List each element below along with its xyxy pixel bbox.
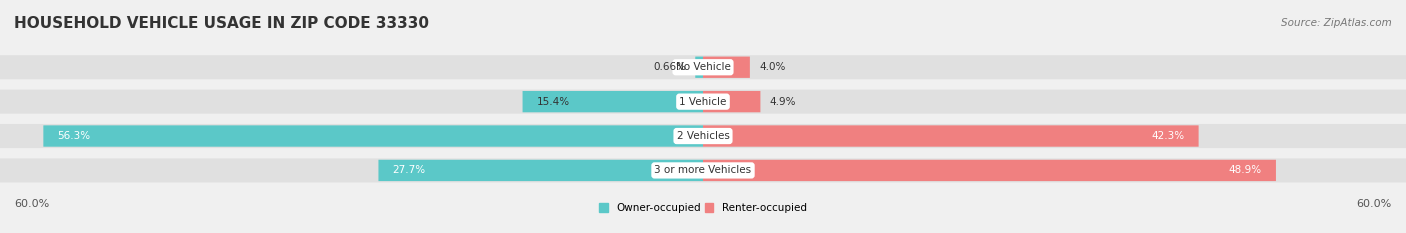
FancyBboxPatch shape (696, 57, 703, 78)
FancyBboxPatch shape (0, 90, 1406, 114)
Text: 27.7%: 27.7% (392, 165, 426, 175)
FancyBboxPatch shape (523, 91, 703, 112)
Text: 1 Vehicle: 1 Vehicle (679, 97, 727, 107)
FancyBboxPatch shape (703, 91, 761, 112)
Text: 15.4%: 15.4% (537, 97, 569, 107)
Text: 42.3%: 42.3% (1152, 131, 1184, 141)
FancyBboxPatch shape (44, 125, 703, 147)
FancyBboxPatch shape (0, 158, 1406, 182)
Text: 60.0%: 60.0% (14, 199, 49, 209)
FancyBboxPatch shape (703, 57, 749, 78)
Text: HOUSEHOLD VEHICLE USAGE IN ZIP CODE 33330: HOUSEHOLD VEHICLE USAGE IN ZIP CODE 3333… (14, 16, 429, 31)
Text: 2 Vehicles: 2 Vehicles (676, 131, 730, 141)
FancyBboxPatch shape (378, 160, 703, 181)
Text: 3 or more Vehicles: 3 or more Vehicles (654, 165, 752, 175)
Text: Source: ZipAtlas.com: Source: ZipAtlas.com (1281, 18, 1392, 28)
FancyBboxPatch shape (703, 125, 1198, 147)
FancyBboxPatch shape (0, 124, 1406, 148)
FancyBboxPatch shape (703, 160, 1277, 181)
Text: 4.0%: 4.0% (759, 62, 786, 72)
Text: No Vehicle: No Vehicle (675, 62, 731, 72)
FancyBboxPatch shape (0, 55, 1406, 79)
Text: 4.9%: 4.9% (770, 97, 796, 107)
Text: 48.9%: 48.9% (1229, 165, 1263, 175)
Legend: Owner-occupied, Renter-occupied: Owner-occupied, Renter-occupied (599, 203, 807, 213)
Text: 60.0%: 60.0% (1357, 199, 1392, 209)
Text: 56.3%: 56.3% (58, 131, 90, 141)
Text: 0.66%: 0.66% (652, 62, 686, 72)
